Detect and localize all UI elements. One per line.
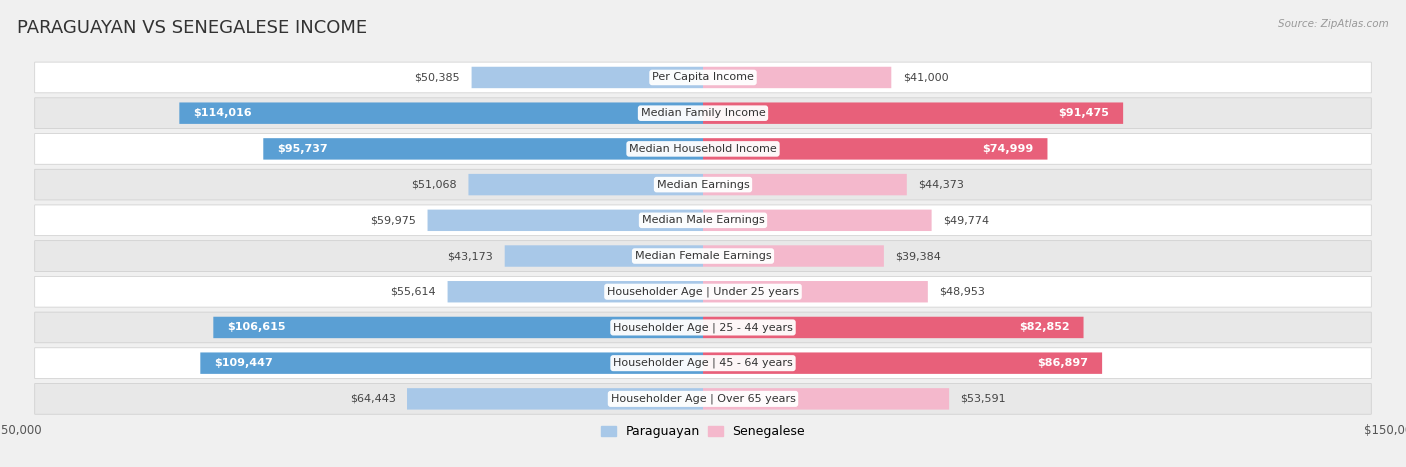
FancyBboxPatch shape xyxy=(35,312,1371,343)
FancyBboxPatch shape xyxy=(35,348,1371,379)
FancyBboxPatch shape xyxy=(703,210,932,231)
Text: $48,953: $48,953 xyxy=(939,287,986,297)
FancyBboxPatch shape xyxy=(200,353,703,374)
FancyBboxPatch shape xyxy=(703,388,949,410)
FancyBboxPatch shape xyxy=(471,67,703,88)
FancyBboxPatch shape xyxy=(703,317,1084,338)
Text: $82,852: $82,852 xyxy=(1019,322,1070,333)
Text: Per Capita Income: Per Capita Income xyxy=(652,72,754,83)
Text: $86,897: $86,897 xyxy=(1038,358,1088,368)
Text: Householder Age | Over 65 years: Householder Age | Over 65 years xyxy=(610,394,796,404)
Text: $50,385: $50,385 xyxy=(415,72,460,83)
FancyBboxPatch shape xyxy=(703,245,884,267)
FancyBboxPatch shape xyxy=(35,169,1371,200)
FancyBboxPatch shape xyxy=(263,138,703,160)
Text: $41,000: $41,000 xyxy=(903,72,949,83)
Text: $39,384: $39,384 xyxy=(896,251,941,261)
Text: PARAGUAYAN VS SENEGALESE INCOME: PARAGUAYAN VS SENEGALESE INCOME xyxy=(17,19,367,37)
Text: Median Earnings: Median Earnings xyxy=(657,180,749,190)
FancyBboxPatch shape xyxy=(35,62,1371,93)
Text: Median Male Earnings: Median Male Earnings xyxy=(641,215,765,225)
Text: Median Household Income: Median Household Income xyxy=(628,144,778,154)
FancyBboxPatch shape xyxy=(468,174,703,195)
Text: Householder Age | Under 25 years: Householder Age | Under 25 years xyxy=(607,286,799,297)
FancyBboxPatch shape xyxy=(35,383,1371,414)
FancyBboxPatch shape xyxy=(35,241,1371,271)
Text: $59,975: $59,975 xyxy=(370,215,416,225)
FancyBboxPatch shape xyxy=(703,102,1123,124)
Text: $51,068: $51,068 xyxy=(412,180,457,190)
Text: $95,737: $95,737 xyxy=(277,144,328,154)
Text: $49,774: $49,774 xyxy=(943,215,990,225)
Text: Householder Age | 25 - 44 years: Householder Age | 25 - 44 years xyxy=(613,322,793,333)
FancyBboxPatch shape xyxy=(35,134,1371,164)
FancyBboxPatch shape xyxy=(35,205,1371,236)
Text: $109,447: $109,447 xyxy=(214,358,273,368)
Text: $53,591: $53,591 xyxy=(960,394,1007,404)
Text: $91,475: $91,475 xyxy=(1059,108,1109,118)
FancyBboxPatch shape xyxy=(214,317,703,338)
FancyBboxPatch shape xyxy=(447,281,703,303)
Text: $44,373: $44,373 xyxy=(918,180,965,190)
Text: $74,999: $74,999 xyxy=(983,144,1033,154)
FancyBboxPatch shape xyxy=(703,353,1102,374)
Text: $55,614: $55,614 xyxy=(391,287,436,297)
Text: Householder Age | 45 - 64 years: Householder Age | 45 - 64 years xyxy=(613,358,793,368)
FancyBboxPatch shape xyxy=(703,67,891,88)
Text: Median Family Income: Median Family Income xyxy=(641,108,765,118)
Legend: Paraguayan, Senegalese: Paraguayan, Senegalese xyxy=(596,420,810,443)
FancyBboxPatch shape xyxy=(505,245,703,267)
FancyBboxPatch shape xyxy=(703,281,928,303)
Text: $114,016: $114,016 xyxy=(193,108,252,118)
FancyBboxPatch shape xyxy=(406,388,703,410)
FancyBboxPatch shape xyxy=(703,174,907,195)
FancyBboxPatch shape xyxy=(703,138,1047,160)
FancyBboxPatch shape xyxy=(427,210,703,231)
Text: $64,443: $64,443 xyxy=(350,394,395,404)
Text: $43,173: $43,173 xyxy=(447,251,494,261)
FancyBboxPatch shape xyxy=(35,276,1371,307)
Text: Median Female Earnings: Median Female Earnings xyxy=(634,251,772,261)
Text: Source: ZipAtlas.com: Source: ZipAtlas.com xyxy=(1278,19,1389,28)
FancyBboxPatch shape xyxy=(35,98,1371,128)
Text: $106,615: $106,615 xyxy=(228,322,285,333)
FancyBboxPatch shape xyxy=(180,102,703,124)
